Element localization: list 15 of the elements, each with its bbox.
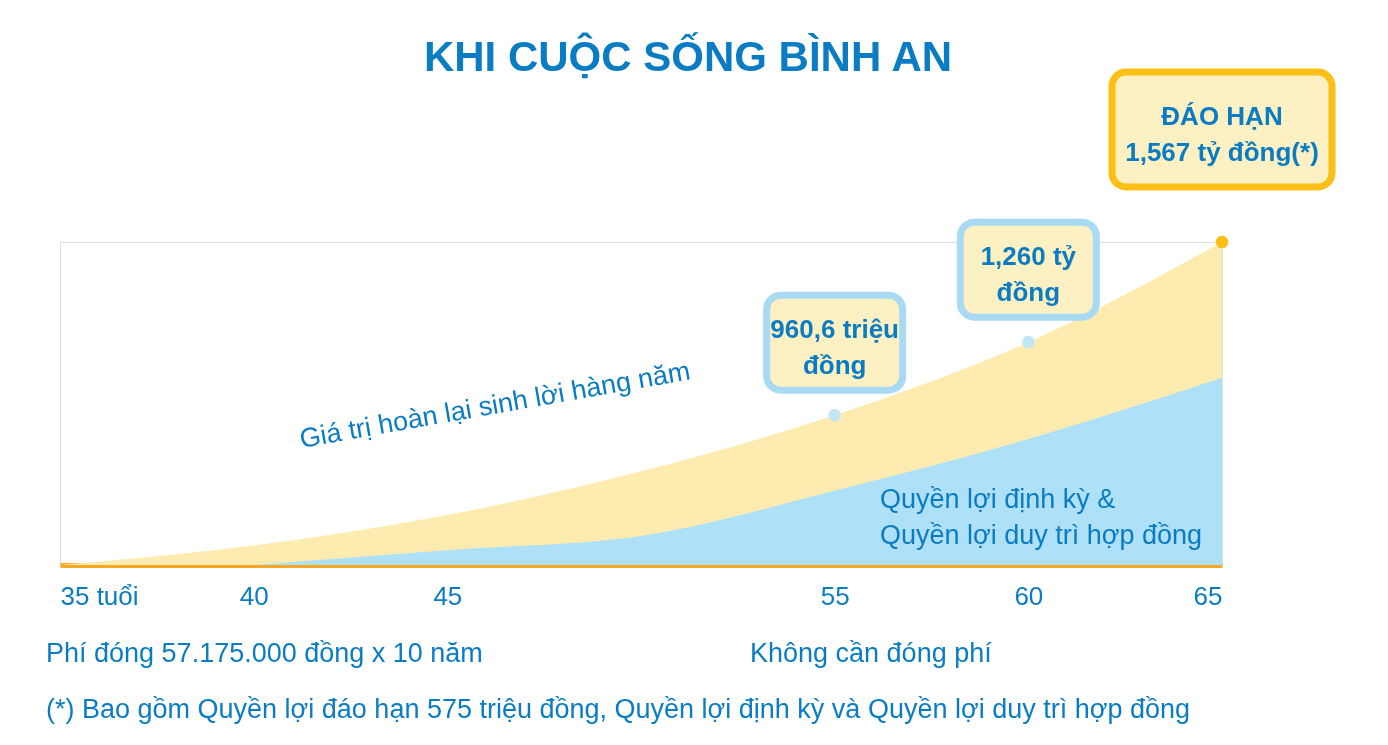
- x-tick-label: 60: [1014, 580, 1044, 611]
- annotation: 960,6 triệu đồng: [770, 314, 899, 381]
- series-label: Quyền lợi định kỳ & Quyền lợi duy trì hợp đồng: [880, 484, 1203, 550]
- annotation: 1,260 tỷ đồng: [980, 241, 1077, 308]
- text: Phí đóng 57.175.000 đồng x 10 năm: [46, 638, 483, 668]
- x-tick-label: 40: [239, 580, 269, 611]
- x-tick-label: 55: [820, 580, 850, 611]
- x-tick-label: 35 tuổi: [60, 580, 139, 611]
- chart-title: KHI CUỘC SỐNG BÌNH AN: [423, 32, 953, 80]
- annotation: ĐÁO HẠN 1,567 tỷ đồng(*): [1125, 101, 1319, 167]
- text: Không cần đóng phí: [750, 638, 993, 668]
- x-tick-label: 45: [433, 580, 463, 611]
- text: (*) Bao gồm Quyền lợi đáo hạn 575 triệu đồng, Quyền lợi định kỳ và Quyền lợi duy trì hợp đồng: [46, 694, 1190, 724]
- x-tick-label: 65: [1193, 580, 1223, 611]
- text: Giá trị hoàn lại sinh lời hàng năm: [297, 355, 693, 454]
